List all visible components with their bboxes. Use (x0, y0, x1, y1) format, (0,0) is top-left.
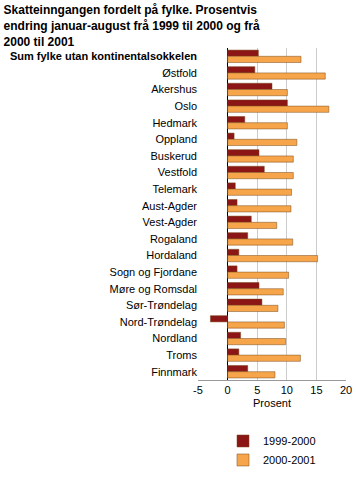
svg-text:1999-2000: 1999-2000 (263, 435, 316, 447)
svg-text:Skatteinngangen fordelt på fyl: Skatteinngangen fordelt på fylke. Prosen… (4, 3, 260, 48)
svg-text:Akershus: Akershus (151, 83, 197, 95)
svg-text:Sogn og Fjordane: Sogn og Fjordane (110, 266, 197, 278)
svg-text:Hedmark: Hedmark (152, 117, 197, 129)
svg-text:Nordland: Nordland (152, 332, 197, 344)
svg-text:Finnmark: Finnmark (151, 366, 197, 378)
svg-text:15: 15 (310, 384, 322, 396)
svg-text:5: 5 (254, 384, 260, 396)
svg-text:Oslo: Oslo (174, 100, 197, 112)
svg-text:Vest-Agder: Vest-Agder (143, 216, 198, 228)
svg-text:Hordaland: Hordaland (146, 249, 197, 261)
svg-text:Troms: Troms (166, 349, 197, 361)
svg-text:Buskerud: Buskerud (151, 150, 197, 162)
svg-text:20: 20 (340, 384, 352, 396)
svg-text:Rogaland: Rogaland (150, 233, 197, 245)
svg-text:Nord-Trøndelag: Nord-Trøndelag (120, 316, 197, 328)
svg-text:2000-2001: 2000-2001 (263, 454, 316, 466)
svg-text:10: 10 (281, 384, 293, 396)
svg-text:Vestfold: Vestfold (158, 166, 197, 178)
svg-text:Telemark: Telemark (152, 183, 197, 195)
svg-text:Prosent: Prosent (253, 397, 291, 409)
svg-text:Møre og Romsdal: Møre og Romsdal (110, 283, 197, 295)
svg-text:Sør-Trøndelag: Sør-Trøndelag (126, 299, 197, 311)
svg-text:Oppland: Oppland (155, 133, 197, 145)
svg-text:-5: -5 (193, 384, 203, 396)
svg-text:0: 0 (225, 384, 231, 396)
svg-text:Østfold: Østfold (162, 67, 197, 79)
svg-text:Sum fylke utan kontinentalsokk: Sum fylke utan kontinentalsokkelen (10, 50, 197, 62)
svg-text:Aust-Agder: Aust-Agder (142, 200, 197, 212)
